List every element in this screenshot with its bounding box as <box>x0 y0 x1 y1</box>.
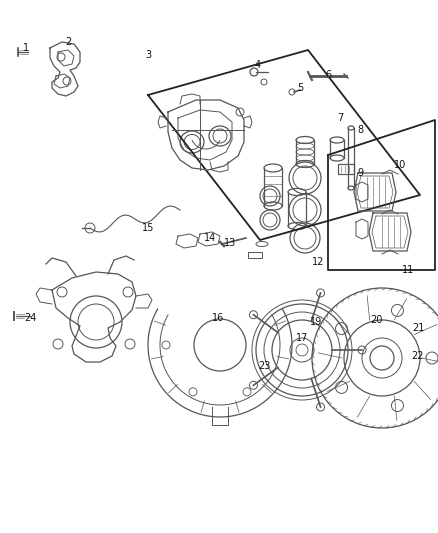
Text: 2: 2 <box>65 37 71 47</box>
Text: 1: 1 <box>23 43 29 53</box>
Text: 21: 21 <box>412 323 424 333</box>
Text: 5: 5 <box>297 83 303 93</box>
Text: 6: 6 <box>325 70 331 80</box>
Text: 7: 7 <box>337 113 343 123</box>
Text: 8: 8 <box>357 125 363 135</box>
Text: 16: 16 <box>212 313 224 323</box>
Text: 9: 9 <box>357 168 363 178</box>
Text: 4: 4 <box>255 60 261 70</box>
Text: 12: 12 <box>312 257 324 267</box>
Text: 17: 17 <box>296 333 308 343</box>
Text: 19: 19 <box>310 317 322 327</box>
Text: 14: 14 <box>204 233 216 243</box>
Text: 24: 24 <box>24 313 36 323</box>
Text: 15: 15 <box>142 223 154 233</box>
Text: 3: 3 <box>145 50 151 60</box>
Text: 11: 11 <box>402 265 414 275</box>
Text: 23: 23 <box>258 361 270 371</box>
Text: 22: 22 <box>412 351 424 361</box>
Text: 20: 20 <box>370 315 382 325</box>
Text: 10: 10 <box>394 160 406 170</box>
Text: 13: 13 <box>224 238 236 248</box>
